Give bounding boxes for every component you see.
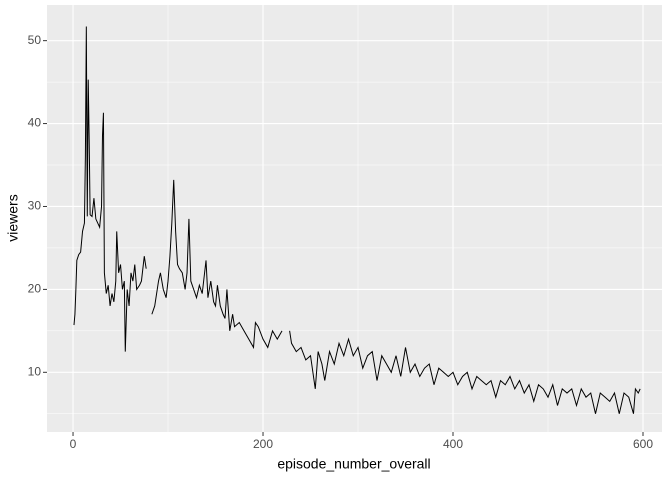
- line: [73, 26, 641, 414]
- x-tick-label: 400: [443, 437, 463, 451]
- y-tick-label: 30: [28, 199, 42, 213]
- x-tick-label: 0: [70, 437, 77, 451]
- y-tick-label: 10: [28, 364, 42, 378]
- x-axis-title: episode_number_overall: [277, 456, 430, 472]
- y-axis-title: viewers: [5, 194, 21, 241]
- x-tick-label: 200: [253, 437, 273, 451]
- x-tick-label: 600: [633, 437, 653, 451]
- y-tick-label: 40: [28, 116, 42, 130]
- y-tick-label: 20: [28, 282, 42, 296]
- y-tick-label: 50: [28, 33, 42, 47]
- panel: [47, 5, 662, 432]
